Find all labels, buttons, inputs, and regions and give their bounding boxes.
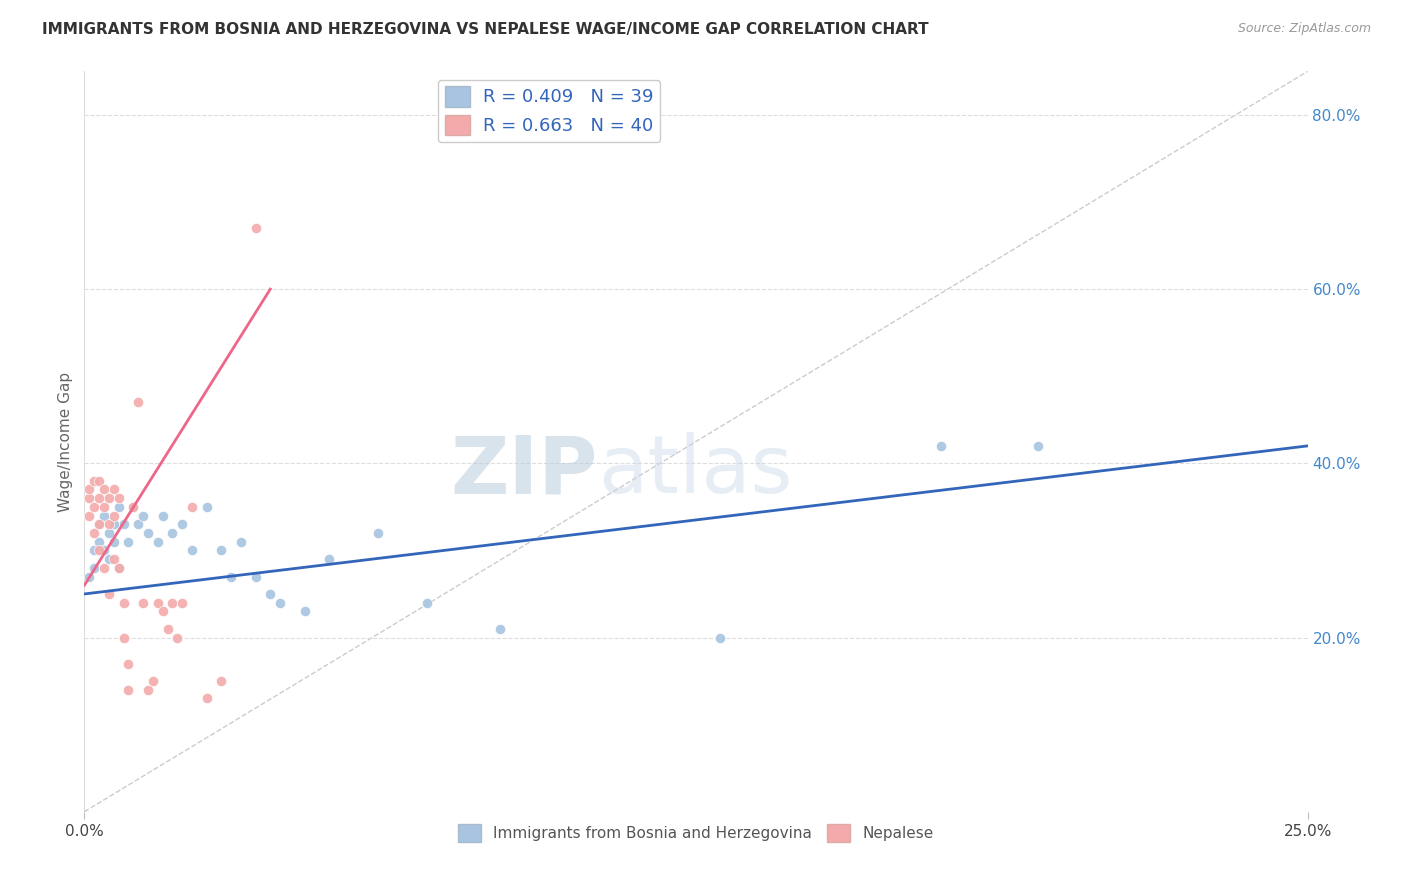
- Point: [172, 517, 194, 532]
- Point: [93, 500, 115, 514]
- Point: [107, 491, 129, 505]
- Point: [117, 657, 139, 671]
- Point: [229, 534, 252, 549]
- Point: [146, 596, 169, 610]
- Point: [195, 500, 218, 514]
- Point: [77, 491, 100, 505]
- Point: [142, 674, 165, 689]
- Point: [107, 561, 129, 575]
- Point: [103, 552, 125, 566]
- Point: [97, 552, 120, 566]
- Point: [122, 500, 145, 514]
- Point: [97, 491, 120, 505]
- Point: [294, 604, 316, 618]
- Text: Source: ZipAtlas.com: Source: ZipAtlas.com: [1237, 22, 1371, 36]
- Point: [93, 508, 115, 523]
- Point: [87, 474, 110, 488]
- Point: [107, 561, 129, 575]
- Point: [107, 500, 129, 514]
- Point: [77, 508, 100, 523]
- Point: [709, 631, 731, 645]
- Point: [259, 587, 281, 601]
- Point: [245, 569, 267, 583]
- Point: [93, 543, 115, 558]
- Point: [83, 500, 105, 514]
- Point: [87, 491, 110, 505]
- Point: [152, 508, 174, 523]
- Point: [156, 622, 179, 636]
- Point: [195, 691, 218, 706]
- Point: [1028, 439, 1050, 453]
- Point: [97, 587, 120, 601]
- Point: [209, 543, 232, 558]
- Point: [83, 543, 105, 558]
- Point: [83, 526, 105, 541]
- Point: [127, 517, 149, 532]
- Point: [132, 596, 155, 610]
- Point: [152, 604, 174, 618]
- Legend: Immigrants from Bosnia and Herzegovina, Nepalese: Immigrants from Bosnia and Herzegovina, …: [451, 818, 941, 848]
- Point: [172, 596, 194, 610]
- Point: [318, 552, 340, 566]
- Point: [136, 526, 159, 541]
- Point: [166, 631, 188, 645]
- Point: [97, 526, 120, 541]
- Point: [87, 517, 110, 532]
- Y-axis label: Wage/Income Gap: Wage/Income Gap: [58, 371, 73, 512]
- Point: [146, 534, 169, 549]
- Point: [93, 483, 115, 497]
- Point: [87, 534, 110, 549]
- Point: [219, 569, 242, 583]
- Point: [112, 517, 135, 532]
- Point: [87, 517, 110, 532]
- Point: [132, 508, 155, 523]
- Point: [117, 534, 139, 549]
- Point: [269, 596, 291, 610]
- Point: [77, 569, 100, 583]
- Point: [83, 474, 105, 488]
- Text: IMMIGRANTS FROM BOSNIA AND HERZEGOVINA VS NEPALESE WAGE/INCOME GAP CORRELATION C: IMMIGRANTS FROM BOSNIA AND HERZEGOVINA V…: [42, 22, 929, 37]
- Point: [162, 596, 184, 610]
- Point: [489, 622, 512, 636]
- Point: [127, 395, 149, 409]
- Text: ZIP: ZIP: [451, 432, 598, 510]
- Point: [245, 221, 267, 235]
- Point: [97, 517, 120, 532]
- Point: [77, 483, 100, 497]
- Point: [162, 526, 184, 541]
- Point: [136, 682, 159, 697]
- Point: [181, 543, 204, 558]
- Point: [87, 543, 110, 558]
- Point: [181, 500, 204, 514]
- Point: [416, 596, 439, 610]
- Point: [117, 682, 139, 697]
- Point: [112, 631, 135, 645]
- Point: [103, 508, 125, 523]
- Text: atlas: atlas: [598, 432, 793, 510]
- Point: [209, 674, 232, 689]
- Point: [83, 561, 105, 575]
- Point: [103, 517, 125, 532]
- Point: [103, 534, 125, 549]
- Point: [93, 561, 115, 575]
- Point: [103, 483, 125, 497]
- Point: [367, 526, 389, 541]
- Point: [929, 439, 952, 453]
- Point: [122, 500, 145, 514]
- Point: [112, 596, 135, 610]
